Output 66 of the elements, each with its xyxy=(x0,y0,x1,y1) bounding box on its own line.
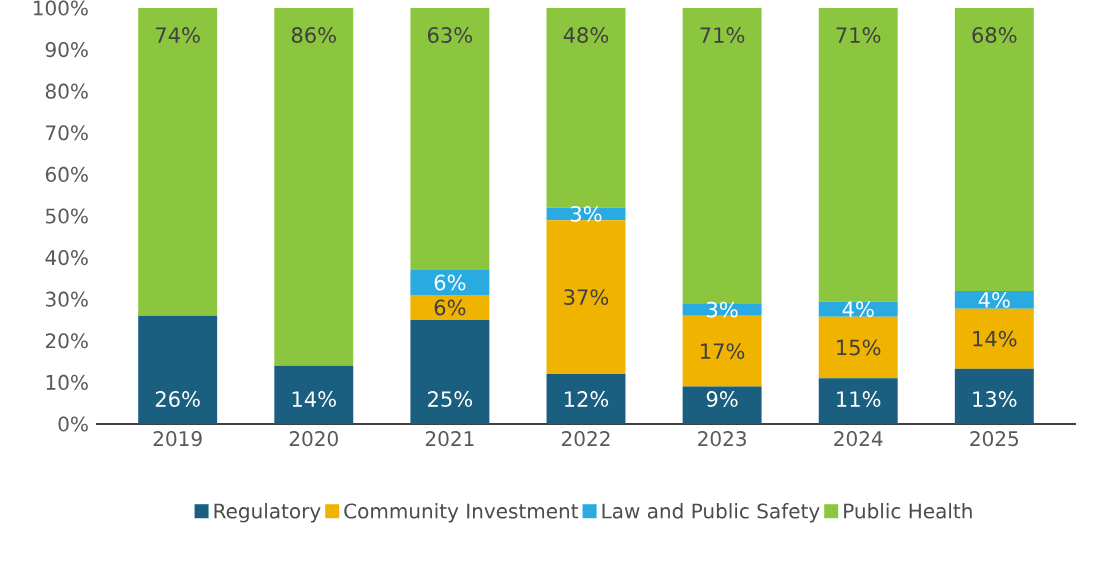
bar xyxy=(546,374,626,424)
data-label: 6% xyxy=(434,274,466,291)
bar xyxy=(954,8,1034,291)
bar xyxy=(138,315,218,424)
data-label: 37% xyxy=(564,289,609,306)
bar xyxy=(818,316,898,379)
x-tick-label: 2024 xyxy=(834,431,883,447)
bar xyxy=(682,386,762,424)
data-label: 17% xyxy=(701,343,745,360)
bar xyxy=(954,368,1034,424)
x-tick-label: 2020 xyxy=(289,431,338,447)
bar xyxy=(410,295,490,320)
data-label: 15% xyxy=(837,339,881,356)
data-label: 26% xyxy=(155,391,200,407)
data-label: 68% xyxy=(972,27,1017,43)
bar xyxy=(410,8,490,271)
data-label: 48% xyxy=(563,27,609,43)
y-tick-label: 90% xyxy=(45,42,88,58)
bar xyxy=(410,270,490,296)
data-label: 11% xyxy=(837,391,881,407)
y-tick-label: 60% xyxy=(45,166,88,182)
y-tick-label: 10% xyxy=(46,374,88,390)
y-tick-label: 20% xyxy=(45,333,88,349)
bar xyxy=(818,378,898,424)
y-tick-label: 100% xyxy=(33,0,88,16)
data-label: 3% xyxy=(707,301,738,318)
data-label: 86% xyxy=(291,27,336,43)
bar xyxy=(818,8,898,302)
data-label: 3% xyxy=(570,205,602,222)
bar xyxy=(954,308,1034,369)
data-label: 14% xyxy=(973,330,1017,347)
bar xyxy=(410,320,490,424)
bar xyxy=(274,8,354,366)
y-tick-label: 40% xyxy=(45,250,88,266)
x-tick-label: 2025 xyxy=(970,431,1019,447)
bar xyxy=(546,8,626,208)
bar xyxy=(546,220,626,375)
legend-label: Community Investment xyxy=(344,503,579,523)
data-label: 4% xyxy=(842,301,874,318)
bar xyxy=(682,303,762,316)
data-label: 6% xyxy=(434,299,466,316)
bar xyxy=(954,290,1034,309)
bar xyxy=(138,8,218,316)
data-label: 25% xyxy=(428,391,473,407)
data-label: 74% xyxy=(156,27,200,43)
x-tick-label: 2023 xyxy=(698,431,746,447)
data-label: 12% xyxy=(564,391,609,407)
y-tick-label: 50% xyxy=(46,208,88,224)
y-tick-label: 80% xyxy=(45,83,88,99)
legend-label: Regulatory xyxy=(214,503,321,523)
x-tick-label: 2019 xyxy=(153,431,202,447)
data-label: 9% xyxy=(706,391,738,407)
x-tick-label: 2021 xyxy=(425,431,474,447)
data-label: 71% xyxy=(700,27,745,43)
y-tick-label: 30% xyxy=(46,291,88,307)
x-tick-label: 2022 xyxy=(562,431,610,447)
data-label: 63% xyxy=(428,27,473,43)
legend-label: Law and Public Safety xyxy=(602,503,820,523)
data-label: 71% xyxy=(836,27,881,43)
data-label: 13% xyxy=(973,391,1017,407)
legend-label: Public Health xyxy=(844,503,972,519)
data-label: 14% xyxy=(292,391,336,407)
y-tick-label: 0% xyxy=(58,416,88,432)
bar xyxy=(274,365,354,424)
data-label: 4% xyxy=(978,291,1010,308)
y-tick-label: 70% xyxy=(46,125,88,141)
